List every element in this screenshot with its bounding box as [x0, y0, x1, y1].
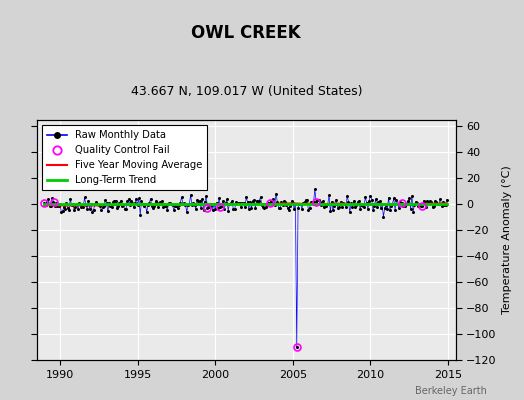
Text: Berkeley Earth: Berkeley Earth: [416, 386, 487, 396]
Legend: Raw Monthly Data, Quality Control Fail, Five Year Moving Average, Long-Term Tren: Raw Monthly Data, Quality Control Fail, …: [42, 125, 207, 190]
Title: 43.667 N, 109.017 W (United States): 43.667 N, 109.017 W (United States): [130, 85, 362, 98]
Text: OWL CREEK: OWL CREEK: [191, 24, 301, 42]
Y-axis label: Temperature Anomaly (°C): Temperature Anomaly (°C): [503, 166, 512, 314]
